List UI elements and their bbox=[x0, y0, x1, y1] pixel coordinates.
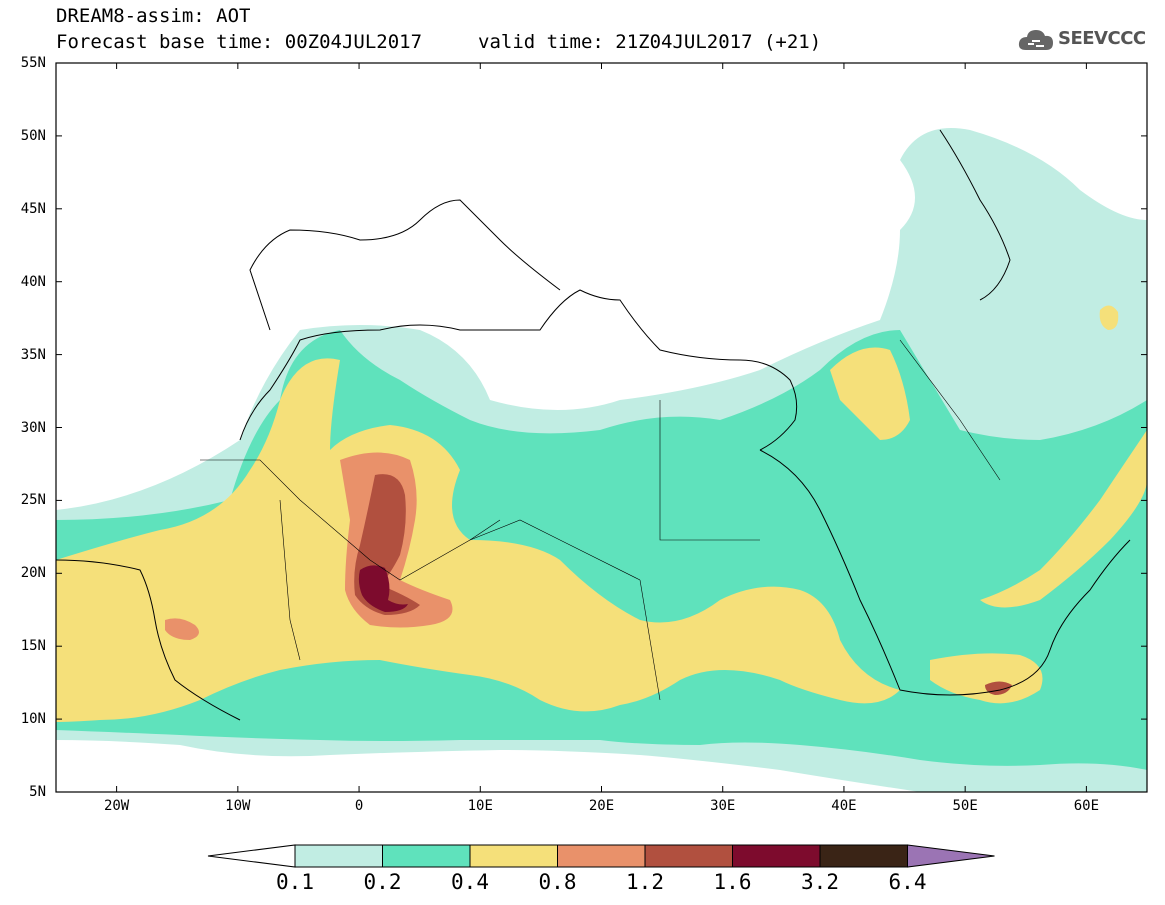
longitude-label: 20E bbox=[588, 798, 615, 814]
logo-text: SEEVCCC bbox=[1058, 28, 1146, 49]
latitude-label: 50N bbox=[20, 127, 46, 144]
colorbar-level-label: 1.6 bbox=[713, 870, 752, 894]
aot-level-0.4 bbox=[930, 653, 1043, 704]
aot-contours bbox=[56, 128, 1147, 792]
colorbar-level-label: 3.2 bbox=[801, 870, 839, 894]
aot-level-0.4 bbox=[830, 347, 910, 440]
aot-level-0.8 bbox=[165, 618, 199, 640]
colorbar-level-label: 1.2 bbox=[626, 870, 664, 894]
latitude-label: 5N bbox=[29, 784, 46, 800]
longitude-label: 30E bbox=[710, 798, 736, 814]
colorbar-segment bbox=[469, 844, 558, 868]
country-borders bbox=[200, 339, 1001, 701]
colorbar-segment bbox=[557, 844, 646, 868]
colorbar bbox=[207, 844, 995, 868]
colorbar-segment bbox=[644, 844, 733, 868]
forecast-base-time: Forecast base time: 00Z04JUL2017 bbox=[56, 31, 423, 53]
colorbar-level-label: 6.4 bbox=[888, 870, 927, 894]
longitude-label: 50E bbox=[952, 798, 978, 814]
colorbar-segment bbox=[732, 844, 821, 868]
aot-level-0.4 bbox=[1099, 305, 1119, 330]
longitude-label: 60E bbox=[1073, 798, 1100, 814]
longitude-label: 0 bbox=[354, 798, 364, 814]
aot-level-0.4 bbox=[56, 358, 900, 722]
latitude-label: 55N bbox=[20, 55, 46, 71]
longitude-label: 20W bbox=[103, 798, 130, 814]
colorbar-level-label: 0.8 bbox=[538, 870, 577, 894]
latitude-label: 15N bbox=[20, 638, 46, 655]
latitude-label: 40N bbox=[20, 273, 46, 290]
colorbar-level-label: 0.1 bbox=[276, 870, 314, 894]
colorbar-over-arrow bbox=[907, 844, 995, 868]
colorbar-level-label: 0.4 bbox=[451, 870, 489, 894]
valid-time: valid time: 21Z04JUL2017 (+21) bbox=[478, 31, 822, 53]
cloud-icon bbox=[1018, 30, 1053, 50]
latitude-label: 20N bbox=[20, 565, 46, 582]
longitude-label: 10E bbox=[467, 798, 493, 814]
latitude-label: 25N bbox=[20, 492, 46, 509]
colorbar-level-label: 0.2 bbox=[363, 870, 402, 894]
colorbar-under-arrow bbox=[207, 844, 296, 868]
coastlines bbox=[56, 129, 1131, 721]
latitude-label: 35N bbox=[20, 346, 46, 363]
latitude-label: 10N bbox=[20, 711, 46, 728]
colorbar-segment bbox=[382, 844, 471, 868]
map-title: DREAM8-assim: AOT bbox=[56, 5, 251, 27]
longitude-label: 10W bbox=[225, 798, 251, 814]
colorbar-segment bbox=[294, 844, 383, 868]
latitude-label: 30N bbox=[20, 419, 46, 436]
aot-level-0.4 bbox=[980, 430, 1147, 608]
aot-level-1.6 bbox=[358, 565, 408, 612]
latitude-label: 45N bbox=[20, 200, 46, 217]
colorbar-segment bbox=[819, 844, 908, 868]
longitude-label: 40E bbox=[831, 798, 857, 814]
